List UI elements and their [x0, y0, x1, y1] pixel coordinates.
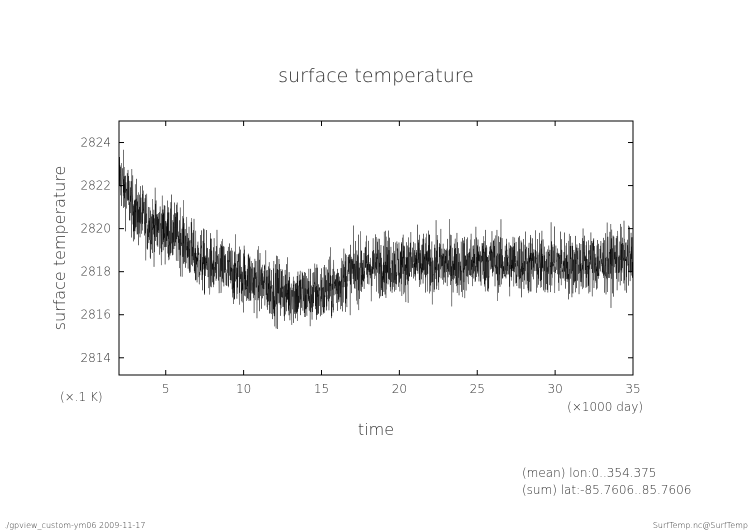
footer-left: ./gpview_custom-ym06 2009-11-17 — [4, 521, 146, 530]
x-tick-label: 35 — [625, 382, 640, 396]
y-axis-label: surface temperature — [50, 166, 69, 331]
sum-annotation: (sum) lat:-85.7606..85.7606 — [522, 483, 691, 497]
series-line — [118, 149, 634, 330]
x-tick-label: 30 — [547, 382, 562, 396]
y-tick-label: 2822 — [80, 179, 111, 193]
series-layer — [118, 149, 634, 330]
y-tick-label: 2824 — [80, 136, 111, 150]
x-axis-label: time — [358, 420, 394, 439]
plot-frame — [118, 120, 634, 376]
y-axis: 2814 2816 2818 2820 2822 2824 — [80, 136, 633, 365]
y-axis-units: (×.1 K) — [60, 390, 103, 404]
y-tick-label: 2816 — [80, 308, 111, 322]
x-tick-label: 25 — [470, 382, 485, 396]
x-axis-units: (×1000 day) — [567, 400, 643, 414]
x-tick-label: 20 — [392, 382, 407, 396]
x-tick-label: 5 — [162, 382, 170, 396]
x-tick-label: 15 — [314, 382, 329, 396]
y-tick-label: 2814 — [80, 351, 111, 365]
x-tick-label: 10 — [236, 382, 251, 396]
mean-annotation: (mean) lon:0..354.375 — [522, 466, 656, 480]
chart-title: surface temperature — [278, 65, 474, 87]
y-tick-label: 2820 — [80, 222, 111, 236]
y-tick-label: 2818 — [80, 265, 111, 279]
footer-right: SurfTemp.nc@SurfTemp — [653, 521, 748, 530]
x-axis: 5 10 15 20 25 30 35 — [162, 121, 641, 396]
